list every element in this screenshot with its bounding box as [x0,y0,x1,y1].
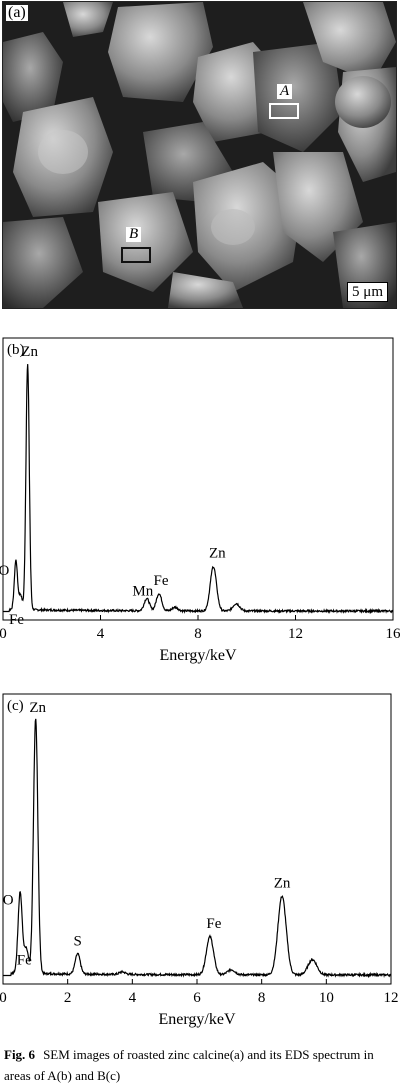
peak-label: O [3,893,14,909]
region-a-label: A [277,84,293,99]
x-tick-label: 6 [193,990,201,1006]
peak-label: Zn [209,546,226,562]
sem-image: (a) A B 5 μm [2,1,397,309]
panel-label: (b) [7,342,25,358]
eds-plot-c: (c) 0 2 4 6 8 10 12 Energy/keV O Fe Zn S Fe Zn [0,693,399,1028]
x-tick-label: 8 [258,990,266,1006]
eds-spectrum-c: (c) 0 2 4 6 8 10 12 Energy/keV O Fe Zn S Fe Zn [0,688,400,1038]
plot-frame [2,337,394,621]
x-tick-label: 12 [288,626,303,642]
caption-text: SEM images of roasted zinc calcine(a) an… [4,1047,374,1083]
sem-texture [3,2,396,308]
spectrum-line [3,718,392,979]
x-tick-label: 8 [194,626,202,642]
eds-spectrum-b: (b) 0 4 8 12 16 Energy/keV O Fe Zn Mn Fe Zn [0,330,400,670]
figure-number: Fig. 6 [4,1047,36,1062]
region-a-box [269,103,299,119]
x-tick-label: 10 [319,990,334,1006]
peak-label: Fe [206,916,221,932]
peak-label: S [74,934,82,950]
peak-label: Fe [154,573,169,589]
spectrum-line [3,364,394,615]
x-tick-label: 2 [64,990,72,1006]
peak-label: O [0,563,9,579]
peak-label: Fe [9,612,24,628]
x-tick-label: 4 [129,990,137,1006]
peak-label: Zn [29,700,46,716]
peak-label: Fe [17,953,32,969]
scale-bar: 5 μm [347,282,388,302]
x-axis-label: Energy/keV [159,647,236,664]
x-tick-label: 0 [0,990,7,1006]
peak-label: Mn [132,584,153,600]
x-tick-label: 16 [386,626,400,642]
x-tick-label: 0 [0,626,7,642]
x-axis-label: Energy/keV [158,1011,235,1028]
peak-label: Zn [274,875,291,891]
peak-label: Zn [21,344,38,360]
region-b-box [121,247,151,263]
x-tick-label: 4 [97,626,105,642]
figure-caption: Fig. 6 SEM images of roasted zinc calcine… [4,1044,396,1086]
panel-label: (c) [7,698,24,714]
plot-frame [2,693,392,985]
x-tick-label: 12 [384,990,399,1006]
panel-a-label: (a) [6,4,28,21]
region-b-label: B [126,227,142,242]
